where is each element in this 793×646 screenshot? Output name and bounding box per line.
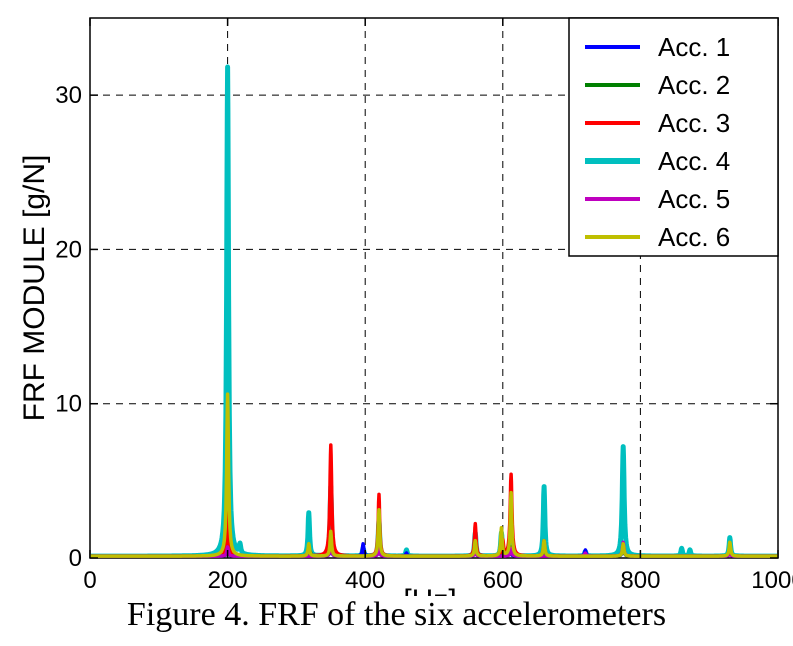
legend: Acc. 1 Acc. 2 Acc. 3 Acc. 4 Acc. 5 Acc. 6 — [568, 17, 779, 257]
legend-label: Acc. 6 — [658, 222, 730, 252]
x-tick-label: 400 — [345, 567, 385, 594]
y-tick-label: 0 — [69, 545, 82, 572]
legend-label: Acc. 1 — [658, 32, 730, 62]
series-lines — [90, 64, 778, 558]
x-tick-label: 200 — [208, 567, 248, 594]
legend-label: Acc. 4 — [658, 146, 730, 176]
x-tick-label: 800 — [620, 567, 660, 594]
x-tick-label: 600 — [483, 567, 523, 594]
y-tick-label: 30 — [55, 82, 82, 109]
legend-label: Acc. 2 — [658, 70, 730, 100]
series-line-acc-6 — [90, 392, 778, 558]
y-tick-label: 20 — [55, 236, 82, 263]
y-axis-ticks: 0 10 20 30 — [55, 82, 778, 572]
y-axis-label: FRF MODULE [g/N] — [18, 155, 51, 422]
x-tick-label: 0 — [83, 567, 96, 594]
y-tick-label: 10 — [55, 391, 82, 418]
figure-caption: Figure 4. FRF of the six accelerometers — [126, 596, 667, 633]
x-axis-label: [Hz] — [403, 584, 456, 596]
legend-box — [568, 17, 779, 257]
legend-label: Acc. 3 — [658, 108, 730, 138]
legend-label: Acc. 5 — [658, 184, 730, 214]
